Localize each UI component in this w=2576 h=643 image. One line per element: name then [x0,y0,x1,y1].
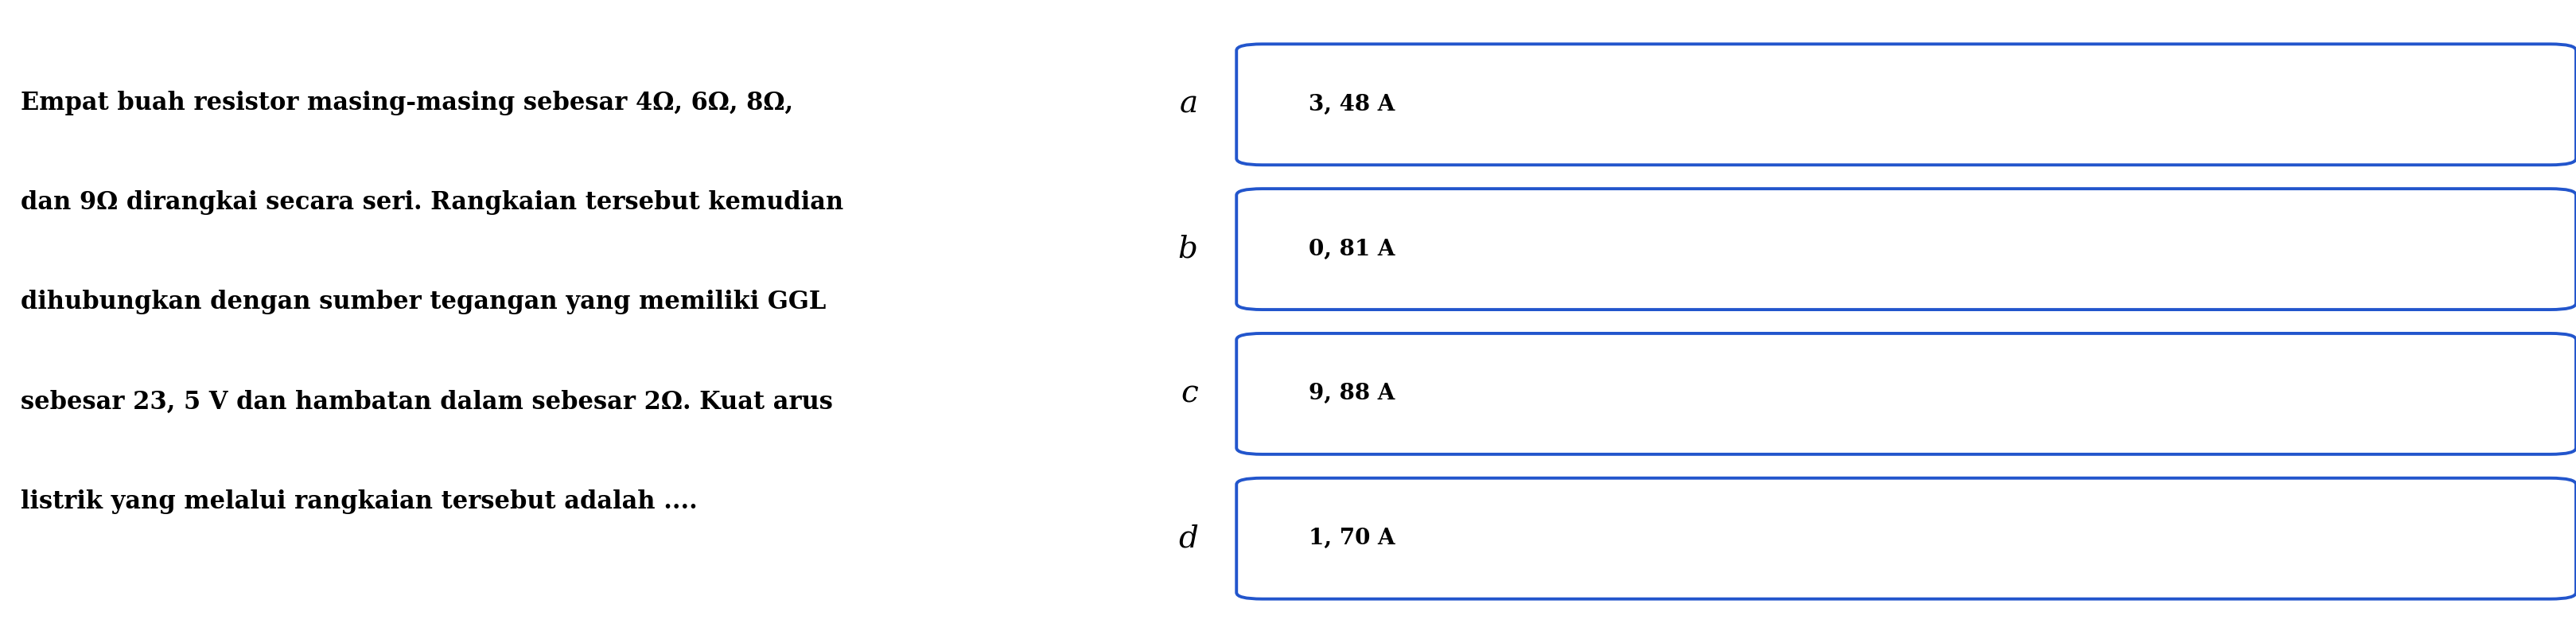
Text: d: d [1177,524,1198,553]
Text: Empat buah resistor masing-masing sebesar 4Ω, 6Ω, 8Ω,: Empat buah resistor masing-masing sebesa… [21,91,793,115]
Text: listrik yang melalui rangkaian tersebut adalah ....: listrik yang melalui rangkaian tersebut … [21,489,698,514]
FancyBboxPatch shape [1236,44,2576,165]
FancyBboxPatch shape [1236,188,2576,309]
Text: a: a [1180,90,1198,119]
Text: dihubungkan dengan sumber tegangan yang memiliki GGL: dihubungkan dengan sumber tegangan yang … [21,290,827,314]
Text: sebesar 23, 5 V dan hambatan dalam sebesar 2Ω. Kuat arus: sebesar 23, 5 V dan hambatan dalam sebes… [21,390,832,414]
FancyBboxPatch shape [1236,333,2576,455]
Text: c: c [1180,379,1198,408]
Text: 1, 70 A: 1, 70 A [1309,528,1396,549]
Text: b: b [1177,235,1198,264]
FancyBboxPatch shape [1236,478,2576,599]
Text: dan 9Ω dirangkai secara seri. Rangkaian tersebut kemudian: dan 9Ω dirangkai secara seri. Rangkaian … [21,190,842,215]
Text: 0, 81 A: 0, 81 A [1309,239,1396,260]
Text: 3, 48 A: 3, 48 A [1309,94,1394,115]
Text: 9, 88 A: 9, 88 A [1309,383,1394,404]
